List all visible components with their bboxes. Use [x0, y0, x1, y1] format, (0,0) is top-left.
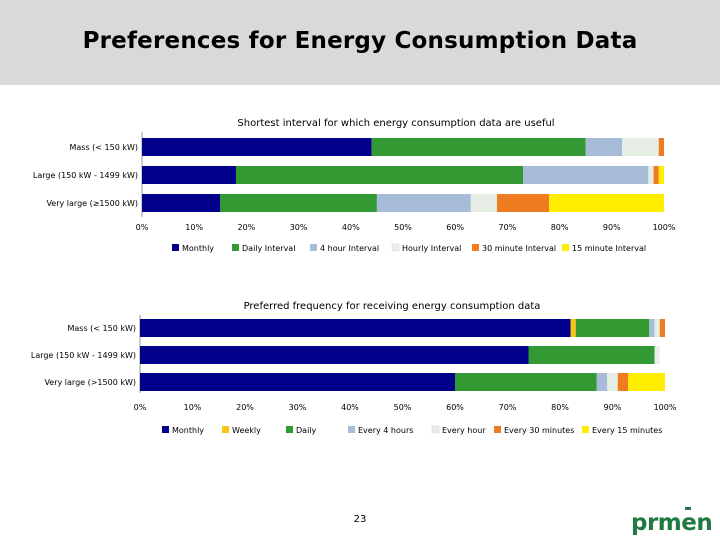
- bar-segment-daily-interval: [371, 138, 586, 156]
- legend-swatch-hourly-interval: [391, 243, 400, 252]
- bar-segment-monthly: [142, 166, 236, 184]
- legend-label-weekly: Weekly: [232, 426, 261, 435]
- bar-segment-15-minute-interval: [549, 194, 664, 212]
- x-tick-label: 40%: [342, 223, 360, 232]
- legend-label-every-4-hours: Every 4 hours: [358, 426, 413, 435]
- legend-swatch-15-minute-interval: [562, 244, 569, 251]
- x-tick-label: 20%: [238, 223, 256, 232]
- legend-label-daily: Daily: [296, 426, 317, 435]
- bar-segment-30-minute-interval: [653, 166, 659, 184]
- category-label: Very large (≥1500 kW): [46, 199, 138, 208]
- bar-segment-daily-interval: [235, 166, 524, 184]
- legend-swatch-every-hour: [431, 425, 440, 434]
- bar-segment-15-minute-interval: [658, 166, 664, 184]
- legend-swatch-4-hour-interval: [310, 244, 317, 251]
- category-label: Large (150 kW - 1499 kW): [31, 351, 136, 360]
- x-tick-label: 10%: [184, 403, 202, 412]
- legend-label-monthly: Monthly: [172, 426, 204, 435]
- x-tick-label: 30%: [290, 223, 308, 232]
- bar-segment-daily-interval: [220, 194, 377, 212]
- legend-label-15-minute-interval: 15 minute Interval: [572, 244, 646, 253]
- x-tick-label: 100%: [653, 223, 676, 232]
- bar-segment-monthly: [142, 194, 221, 212]
- bar-segment-daily: [528, 346, 655, 364]
- bar-segment-4-hour-interval: [523, 166, 649, 184]
- x-tick-label: 50%: [394, 403, 412, 412]
- logo-text: prmen: [631, 510, 712, 536]
- x-tick-label: 80%: [551, 223, 569, 232]
- legend-swatch-every-4-hours: [348, 426, 355, 433]
- legend-label-daily-interval: Daily Interval: [242, 244, 295, 253]
- receiving-frequency-chart: Preferred frequency for receiving energy…: [31, 301, 677, 435]
- legend-swatch-daily: [286, 426, 293, 433]
- bar-segment-hourly-interval: [470, 194, 497, 212]
- category-label: Mass (< 150 kW): [67, 324, 136, 333]
- legend-label-every-15-minutes: Every 15 minutes: [592, 426, 662, 435]
- legend-swatch-30-minute-interval: [472, 244, 479, 251]
- x-tick-label: 80%: [551, 403, 569, 412]
- legend-swatch-every-15-minutes: [582, 426, 589, 433]
- bar-segment-every-4-hours: [649, 319, 655, 337]
- bar-segment-monthly: [140, 346, 529, 364]
- x-tick-label: 50%: [394, 223, 412, 232]
- bar-segment-monthly: [140, 319, 571, 337]
- x-tick-label: 60%: [446, 223, 464, 232]
- logo-accent: [685, 507, 691, 510]
- bar-segment-every-hour: [607, 373, 618, 391]
- interval-usefulness-chart: Shortest interval for which energy consu…: [33, 118, 676, 253]
- title-banner: Preferences for Energy Consumption Data: [0, 0, 720, 85]
- bar-segment-weekly: [570, 319, 576, 337]
- legend-label-every-30-minutes: Every 30 minutes: [504, 426, 574, 435]
- bar-segment-daily: [575, 319, 650, 337]
- category-label: Very large (>1500 kW): [44, 378, 136, 387]
- chart-title: Shortest interval for which energy consu…: [237, 118, 554, 129]
- legend-label-monthly: Monthly: [182, 244, 214, 253]
- bar-segment-hourly-interval: [648, 166, 654, 184]
- bar-segment-daily: [455, 373, 597, 391]
- x-tick-label: 90%: [603, 223, 621, 232]
- x-tick-label: 40%: [341, 403, 359, 412]
- legend-swatch-monthly: [162, 426, 169, 433]
- bar-segment-hourly-interval: [622, 138, 659, 156]
- bar-segment-every-30-minutes: [659, 319, 665, 337]
- legend-label-every-hour: Every hour: [442, 426, 486, 435]
- bar-segment-30-minute-interval: [496, 194, 550, 212]
- bar-segment-4-hour-interval: [585, 138, 623, 156]
- category-label: Large (150 kW - 1499 kW): [33, 171, 138, 180]
- x-tick-label: 10%: [185, 223, 203, 232]
- legend-label-hourly-interval: Hourly Interval: [402, 244, 461, 253]
- chart-title: Preferred frequency for receiving energy…: [244, 301, 541, 312]
- page-title: Preferences for Energy Consumption Data: [82, 28, 638, 54]
- category-label: Mass (< 150 kW): [69, 143, 138, 152]
- x-tick-label: 70%: [499, 223, 517, 232]
- legend-label-30-minute-interval: 30 minute Interval: [482, 244, 556, 253]
- bar-segment-30-minute-interval: [658, 138, 664, 156]
- prmen-logo: prmen: [631, 507, 713, 536]
- bar-segment-every-30-minutes: [617, 373, 629, 391]
- x-tick-label: 0%: [136, 223, 149, 232]
- legend-swatch-monthly: [172, 244, 179, 251]
- x-tick-label: 70%: [499, 403, 517, 412]
- x-tick-label: 90%: [604, 403, 622, 412]
- bar-segment-every-15-minutes: [628, 373, 665, 391]
- bar-segment-every-hour: [654, 319, 660, 337]
- x-tick-label: 20%: [236, 403, 254, 412]
- bar-segment-monthly: [140, 373, 455, 391]
- legend-label-4-hour-interval: 4 hour Interval: [320, 244, 379, 253]
- bar-segment-every-hour: [654, 346, 660, 364]
- x-tick-label: 0%: [134, 403, 147, 412]
- bar-segment-monthly: [142, 138, 372, 156]
- x-tick-label: 100%: [654, 403, 677, 412]
- x-tick-label: 60%: [446, 403, 464, 412]
- x-tick-label: 30%: [289, 403, 307, 412]
- bar-segment-4-hour-interval: [376, 194, 471, 212]
- page-number: 23: [353, 514, 367, 525]
- legend-swatch-every-30-minutes: [494, 426, 501, 433]
- legend-swatch-daily-interval: [232, 244, 239, 251]
- bar-segment-every-4-hours: [596, 373, 608, 391]
- legend-swatch-weekly: [222, 426, 229, 433]
